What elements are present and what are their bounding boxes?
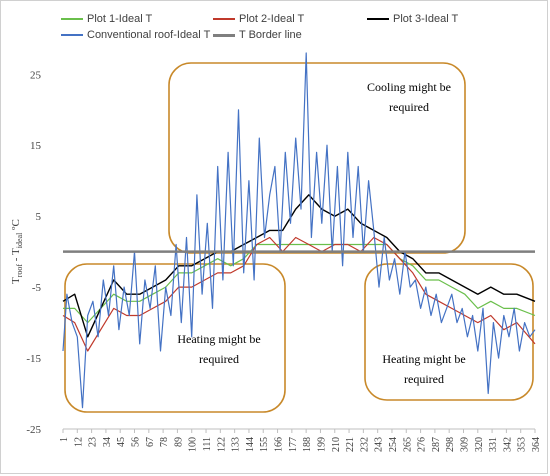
x-tick-label: 199 — [316, 437, 327, 452]
x-tick-label: 177 — [288, 437, 299, 452]
x-tick-label: 331 — [488, 437, 499, 452]
y-tick-label: -25 — [26, 424, 41, 436]
x-tick-label: 56 — [131, 437, 142, 447]
annotation-text: required — [199, 352, 239, 366]
x-tick-label: 1 — [59, 437, 70, 442]
annotation-text: Heating might be — [382, 352, 465, 366]
x-tick-label: 276 — [417, 437, 428, 452]
x-tick-label: 89 — [173, 437, 184, 447]
legend-label: Plot 2-Ideal T — [239, 13, 305, 25]
x-tick-label: 309 — [459, 437, 470, 452]
y-tick-label: 5 — [36, 211, 42, 223]
y-tick-label: -15 — [26, 353, 41, 365]
x-tick-label: 298 — [445, 437, 456, 452]
x-tick-label: 232 — [359, 437, 370, 452]
legend-item: Plot 1-Ideal T — [61, 13, 152, 25]
legend-item: Plot 3-Ideal T — [367, 13, 458, 25]
legend-label: Plot 3-Ideal T — [393, 13, 459, 25]
annotation-text: required — [404, 372, 444, 386]
series-line-1 — [62, 236, 536, 352]
x-tick-label: 243 — [374, 437, 385, 452]
series-line-2 — [62, 194, 536, 338]
x-tick-label: 122 — [216, 437, 227, 452]
legend-item: T Border line — [213, 29, 302, 41]
x-tick-label: 188 — [302, 437, 313, 452]
x-tick-label: 364 — [531, 437, 542, 452]
x-tick-label: 342 — [502, 437, 513, 452]
x-tick-label: 155 — [259, 437, 270, 452]
legend-label: Plot 1-Ideal T — [87, 13, 153, 25]
y-axis-label: Troof - Tideal ºC — [10, 219, 24, 284]
x-tick-label: 78 — [159, 437, 170, 447]
x-tick-label: 320 — [474, 437, 485, 452]
x-tick-label: 144 — [245, 437, 256, 452]
series-line-3 — [62, 52, 536, 409]
legend-label: Conventional roof-Ideal T — [87, 29, 211, 41]
x-tick-label: 67 — [145, 437, 156, 447]
x-tick-label: 221 — [345, 437, 356, 452]
x-tick-label: 254 — [388, 437, 399, 452]
x-tick-label: 210 — [331, 437, 342, 452]
annotation-text: Cooling might be — [367, 80, 451, 94]
x-tick-label: 287 — [431, 437, 442, 452]
series-line-0 — [63, 243, 536, 324]
legend-swatch — [367, 18, 389, 20]
y-tick-label: 15 — [30, 140, 42, 152]
x-tick-label: 111 — [202, 437, 213, 451]
x-tick-label: 100 — [188, 437, 199, 452]
legend-swatch — [61, 34, 83, 36]
legend-swatch — [61, 18, 83, 20]
x-tick-label: 265 — [402, 437, 413, 452]
y-tick-label: -5 — [32, 282, 42, 294]
annotation-box-cooling — [168, 62, 466, 254]
x-tick-label: 45 — [116, 437, 127, 447]
x-tick-label: 353 — [517, 437, 528, 452]
legend-item: Plot 2-Ideal T — [213, 13, 304, 25]
annotation-text: Heating might be — [177, 332, 260, 346]
x-tick-label: 23 — [88, 437, 99, 447]
annotation-text: required — [389, 100, 429, 114]
legend-swatch — [213, 33, 235, 37]
x-tick-label: 12 — [73, 437, 84, 447]
x-tick-label: 34 — [102, 437, 113, 447]
legend-label: T Border line — [239, 29, 302, 41]
x-tick-label: 166 — [274, 437, 285, 452]
legend-item: Conventional roof-Ideal T — [61, 29, 210, 41]
x-tick-label: 133 — [231, 437, 242, 452]
legend-swatch — [213, 18, 235, 20]
y-tick-label: 25 — [30, 69, 42, 81]
